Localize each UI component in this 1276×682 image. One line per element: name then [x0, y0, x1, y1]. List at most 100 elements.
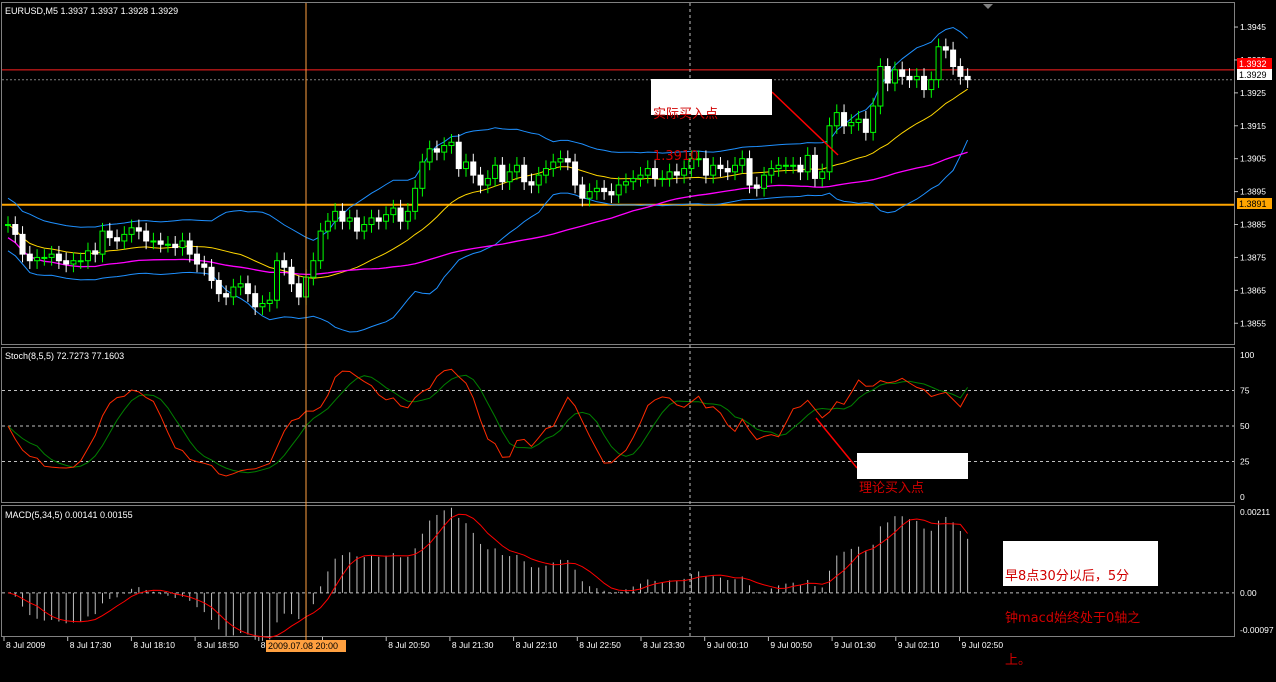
candle-body [550, 161, 557, 170]
candle-body [724, 168, 731, 173]
candle-body [19, 233, 26, 255]
bid-price-tag [1237, 69, 1272, 80]
candle-body [397, 207, 404, 222]
candle-body [463, 161, 470, 170]
candle-body [637, 174, 644, 179]
actual-buy-price: 1.3910 [653, 149, 699, 164]
candle-body [884, 66, 891, 84]
candle-body [375, 217, 382, 222]
candle-body [615, 184, 622, 196]
candle-body [164, 243, 171, 246]
macd-note-line1: 早8点30分以后，5分 [1005, 569, 1130, 584]
macd-axis-tick-label: 0.00211 [1240, 507, 1270, 517]
time-axis-tick-label: 8 Jul 2009 [6, 640, 45, 650]
candle-body [172, 243, 179, 249]
candle-body [811, 154, 818, 179]
price-axis-tick-label: 1.3865 [1240, 285, 1266, 295]
actual-buy-pointer [771, 91, 839, 156]
macd-axis-tick-label: -0.00097 [1240, 625, 1274, 635]
macd-panel[interactable] [1, 505, 1235, 637]
candle-body [804, 154, 811, 173]
candle-body [906, 75, 913, 81]
candle-body [361, 224, 368, 232]
candle-body [732, 164, 738, 173]
price-panel[interactable] [1, 2, 1235, 345]
price-axis-tick-label: 1.3855 [1240, 318, 1266, 328]
candle-body [891, 69, 898, 84]
candle-body [659, 177, 666, 180]
actual-buy-title: 实际买入点 [653, 107, 719, 122]
candle-body [492, 164, 499, 179]
candle-body [63, 260, 70, 265]
candle-body [528, 181, 535, 186]
bid-price-label: 1.3929 [1239, 70, 1267, 80]
macd-info: MACD(5,34,5) 0.00141 0.00155 [5, 510, 133, 520]
candle-body [870, 105, 877, 133]
candle-body [877, 66, 884, 107]
candle-body [383, 214, 390, 222]
price-axis-tick-label: 1.3875 [1240, 252, 1266, 262]
price-axis-tick-label: 1.3885 [1240, 220, 1266, 230]
candle-body [92, 250, 99, 255]
candle-body [702, 158, 709, 176]
candle-body [5, 224, 11, 227]
candle-body [710, 164, 717, 176]
cursor-time-label: 2009.07.08 20:00 [268, 641, 338, 651]
candle-body [114, 237, 121, 242]
candle-body [252, 293, 259, 308]
candle-body [310, 260, 317, 278]
candle-body [244, 283, 251, 295]
candle-body [295, 283, 302, 298]
candle-body [426, 148, 433, 163]
stoch-axis-tick-label: 50 [1240, 421, 1250, 431]
candle-body [572, 161, 579, 186]
candle-body [128, 227, 135, 235]
candle-body [790, 164, 797, 167]
candle-body [652, 168, 659, 179]
candle-body [324, 220, 331, 232]
candle-body [913, 75, 920, 81]
candle-body [593, 187, 600, 193]
candle-body [622, 181, 629, 186]
candle-body [332, 210, 339, 222]
candle-body [761, 174, 768, 189]
price-axis-tick-label: 1.3925 [1240, 88, 1266, 98]
stoch-axis-tick-label: 25 [1240, 457, 1250, 467]
candle-body [899, 69, 906, 77]
stoch-axis-tick-label: 0 [1240, 492, 1245, 502]
stoch-panel[interactable] [1, 347, 1235, 503]
candle-body [768, 168, 775, 176]
candle-body [106, 230, 113, 239]
candle-body [921, 75, 928, 91]
time-axis-tick-label: 9 Jul 00:10 [707, 640, 749, 650]
candle-body [186, 240, 193, 255]
candle-body [942, 46, 949, 51]
cursor-time-tag [266, 640, 346, 652]
time-axis-tick-label: 9 Jul 02:10 [898, 640, 940, 650]
candle-body [855, 118, 862, 123]
candle-body [535, 174, 542, 186]
candle-body [179, 240, 186, 249]
candle-body [506, 171, 513, 183]
candle-body [601, 187, 608, 193]
candle-body [753, 184, 760, 189]
price-axis-tick-label: 1.3945 [1240, 22, 1266, 32]
candle-body [70, 260, 77, 265]
candle-body [695, 158, 702, 161]
candle-body [557, 158, 564, 163]
macd-note-line3: 上。 [1005, 653, 1032, 668]
candle-body [135, 227, 142, 232]
chart-svg[interactable]: 1.39451.39351.39251.39151.39051.38951.38… [0, 0, 1276, 655]
candle-body [55, 253, 62, 262]
candle-body [579, 184, 586, 199]
candle-body [833, 112, 840, 127]
candle-body [477, 174, 484, 186]
ask-price-label: 1.3932 [1239, 59, 1267, 69]
candle-body [681, 168, 688, 176]
candle-body [484, 177, 491, 186]
shift-marker-icon[interactable] [983, 4, 993, 9]
candle-body [964, 75, 971, 81]
candle-body [353, 217, 360, 232]
candle-body [608, 191, 615, 196]
candle-body [935, 46, 942, 81]
